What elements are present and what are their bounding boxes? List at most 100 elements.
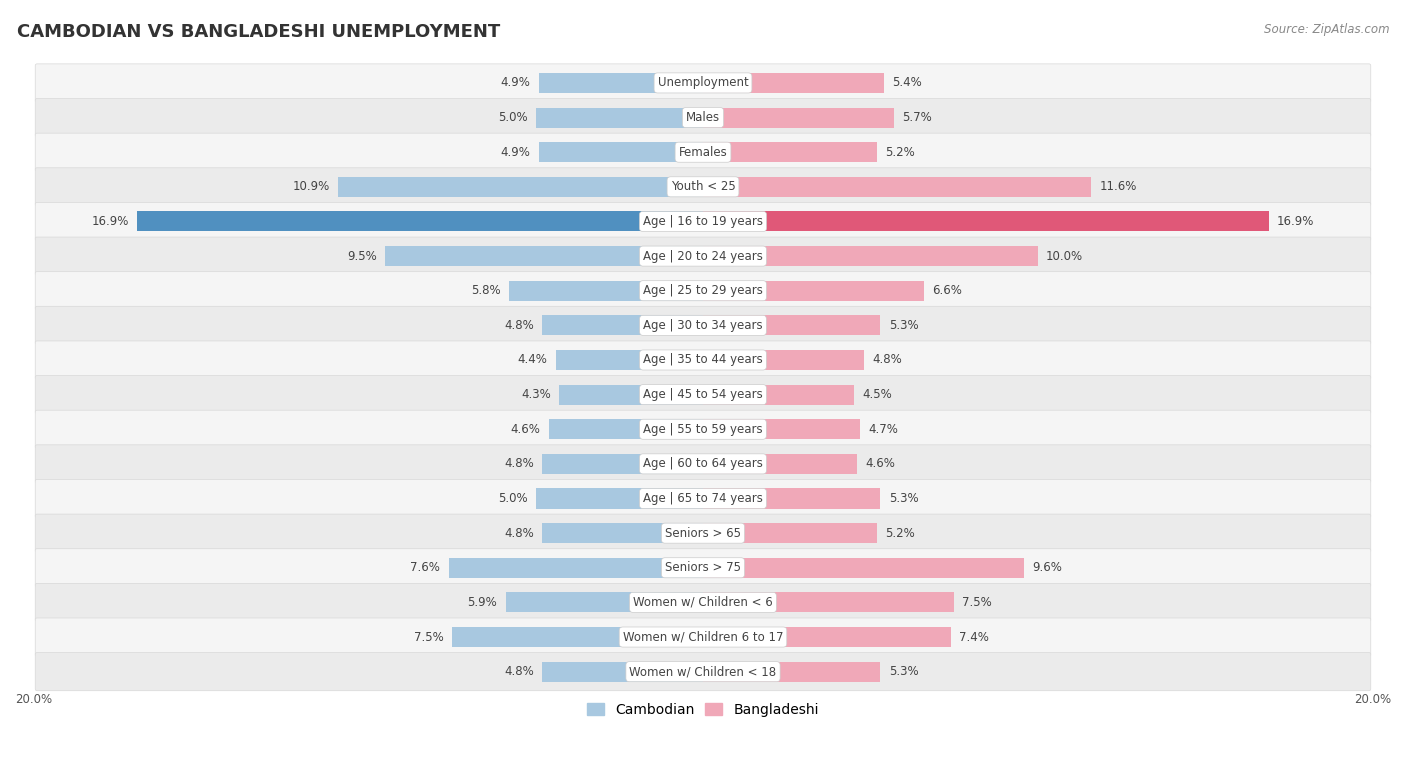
Text: 4.6%: 4.6% [510,422,541,436]
Bar [703,350,863,370]
Bar [543,662,703,682]
Bar [138,211,703,232]
FancyBboxPatch shape [35,445,1371,483]
Text: 5.7%: 5.7% [903,111,932,124]
FancyBboxPatch shape [35,341,1371,379]
FancyBboxPatch shape [35,479,1371,518]
Text: Age | 60 to 64 years: Age | 60 to 64 years [643,457,763,470]
Text: Women w/ Children 6 to 17: Women w/ Children 6 to 17 [623,631,783,643]
Bar [703,281,924,301]
FancyBboxPatch shape [35,653,1371,690]
Text: 4.8%: 4.8% [505,319,534,332]
Bar [703,627,950,647]
Bar [538,73,703,93]
Bar [703,142,877,162]
Text: 7.5%: 7.5% [963,596,993,609]
Text: 16.9%: 16.9% [1277,215,1315,228]
Bar [536,488,703,509]
Text: Women w/ Children < 18: Women w/ Children < 18 [630,665,776,678]
Text: 20.0%: 20.0% [15,693,52,706]
FancyBboxPatch shape [35,375,1371,413]
Text: 4.8%: 4.8% [505,527,534,540]
FancyBboxPatch shape [35,168,1371,206]
Bar [543,454,703,474]
Bar [703,246,1038,266]
Text: Youth < 25: Youth < 25 [671,180,735,193]
FancyBboxPatch shape [35,202,1371,241]
Text: 9.6%: 9.6% [1032,561,1063,575]
Bar [703,316,880,335]
Text: Age | 25 to 29 years: Age | 25 to 29 years [643,284,763,298]
FancyBboxPatch shape [35,584,1371,621]
Text: 9.5%: 9.5% [347,250,377,263]
Bar [543,523,703,544]
Text: 4.5%: 4.5% [862,388,891,401]
FancyBboxPatch shape [35,514,1371,552]
Text: Females: Females [679,145,727,159]
Text: 4.8%: 4.8% [505,457,534,470]
Text: Source: ZipAtlas.com: Source: ZipAtlas.com [1264,23,1389,36]
Bar [548,419,703,439]
FancyBboxPatch shape [35,307,1371,344]
Bar [560,385,703,405]
Bar [703,558,1025,578]
Bar [509,281,703,301]
Text: 5.0%: 5.0% [498,111,527,124]
Bar [703,523,877,544]
Text: 4.8%: 4.8% [872,354,901,366]
Text: 4.9%: 4.9% [501,76,530,89]
Text: Women w/ Children < 6: Women w/ Children < 6 [633,596,773,609]
FancyBboxPatch shape [35,133,1371,171]
Bar [339,177,703,197]
Text: 10.0%: 10.0% [1046,250,1083,263]
FancyBboxPatch shape [35,549,1371,587]
Text: 16.9%: 16.9% [91,215,129,228]
FancyBboxPatch shape [35,272,1371,310]
Text: 4.4%: 4.4% [517,354,547,366]
FancyBboxPatch shape [35,98,1371,136]
Bar [543,316,703,335]
Text: 5.9%: 5.9% [467,596,498,609]
Text: 5.0%: 5.0% [498,492,527,505]
Text: Age | 16 to 19 years: Age | 16 to 19 years [643,215,763,228]
Text: Males: Males [686,111,720,124]
Text: Age | 45 to 54 years: Age | 45 to 54 years [643,388,763,401]
FancyBboxPatch shape [35,410,1371,448]
Bar [449,558,703,578]
Text: CAMBODIAN VS BANGLADESHI UNEMPLOYMENT: CAMBODIAN VS BANGLADESHI UNEMPLOYMENT [17,23,501,41]
Text: 4.6%: 4.6% [865,457,896,470]
Text: Age | 55 to 59 years: Age | 55 to 59 years [643,422,763,436]
Text: 4.9%: 4.9% [501,145,530,159]
Bar [703,385,853,405]
Bar [703,73,884,93]
Text: 6.6%: 6.6% [932,284,962,298]
Bar [703,454,858,474]
Text: Seniors > 65: Seniors > 65 [665,527,741,540]
Text: 20.0%: 20.0% [1354,693,1391,706]
FancyBboxPatch shape [35,64,1371,102]
Bar [703,211,1268,232]
Bar [536,107,703,128]
Bar [385,246,703,266]
Bar [703,107,894,128]
Text: 7.4%: 7.4% [959,631,988,643]
Bar [538,142,703,162]
Text: 5.3%: 5.3% [889,492,918,505]
FancyBboxPatch shape [35,237,1371,275]
Text: 5.2%: 5.2% [886,145,915,159]
Text: 4.7%: 4.7% [869,422,898,436]
Text: 7.6%: 7.6% [411,561,440,575]
Bar [703,662,880,682]
Legend: Cambodian, Bangladeshi: Cambodian, Bangladeshi [582,697,824,722]
Bar [703,177,1091,197]
Text: 5.2%: 5.2% [886,527,915,540]
Text: 4.3%: 4.3% [522,388,551,401]
Text: 5.4%: 5.4% [893,76,922,89]
Bar [703,488,880,509]
Text: 11.6%: 11.6% [1099,180,1137,193]
Text: 4.8%: 4.8% [505,665,534,678]
Text: Seniors > 75: Seniors > 75 [665,561,741,575]
Text: Age | 30 to 34 years: Age | 30 to 34 years [643,319,763,332]
Bar [703,419,860,439]
Text: 5.8%: 5.8% [471,284,501,298]
